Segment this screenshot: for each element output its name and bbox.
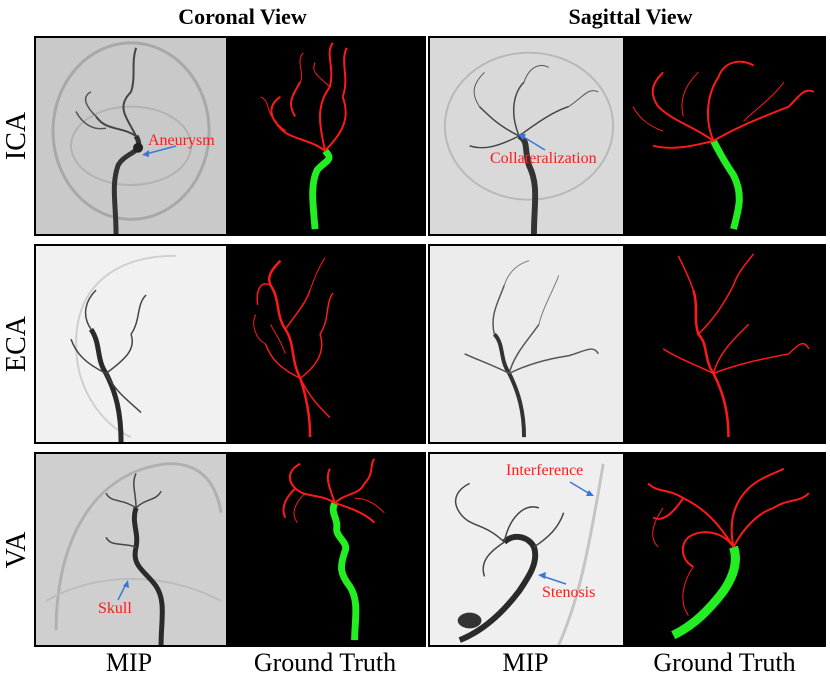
ground-truth-image [226,38,424,234]
label-mip-sagittal: MIP [502,648,549,677]
annotation-aneurysm: Aneurysm [148,132,215,149]
skull-arrow-icon [117,580,129,601]
collateralization-arrow-icon [518,134,546,151]
row-label-eca: ECA [1,316,32,372]
panel-ica-coronal: Aneurysm [34,36,426,236]
ground-truth-image [623,454,824,645]
annotation-collateralization: Collateralization [490,150,597,167]
mip-image [430,38,624,234]
panel-eca-sagittal [428,244,826,444]
annotation-arrows-icon [538,481,594,585]
panel-va-coronal: Skull [34,452,426,647]
aneurysm-arrow-icon [142,145,177,157]
label-ground-truth-coronal: Ground Truth [253,648,397,677]
ground-truth-image [623,246,824,442]
mip-image [430,454,624,645]
mip-image [36,246,227,442]
label-mip-coronal: MIP [105,648,153,677]
mip-image [36,454,227,645]
row-label-va: VA [1,531,32,568]
annotation-stenosis: Stenosis [542,584,596,601]
mip-image [430,246,624,442]
annotation-interference: Interference [506,462,584,479]
mip-image [36,38,227,234]
annotation-skull: Skull [98,600,132,617]
row-label-ica: ICA [1,111,32,161]
panel-eca-coronal [34,244,426,444]
label-ground-truth-sagittal: Ground Truth [653,648,796,677]
panel-ica-sagittal: Collateralization [428,36,826,236]
ground-truth-image [623,38,824,234]
panel-va-sagittal: Interference Stenosis [428,452,826,647]
ground-truth-image [226,454,424,645]
sagittal-view-title: Sagittal View [568,4,693,29]
coronal-view-title: Coronal View [178,4,307,29]
ground-truth-image [226,246,424,442]
